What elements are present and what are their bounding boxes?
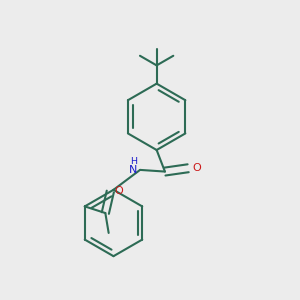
Text: O: O <box>115 187 123 196</box>
Text: H: H <box>130 157 137 166</box>
Text: O: O <box>192 163 201 173</box>
Text: N: N <box>129 165 137 175</box>
